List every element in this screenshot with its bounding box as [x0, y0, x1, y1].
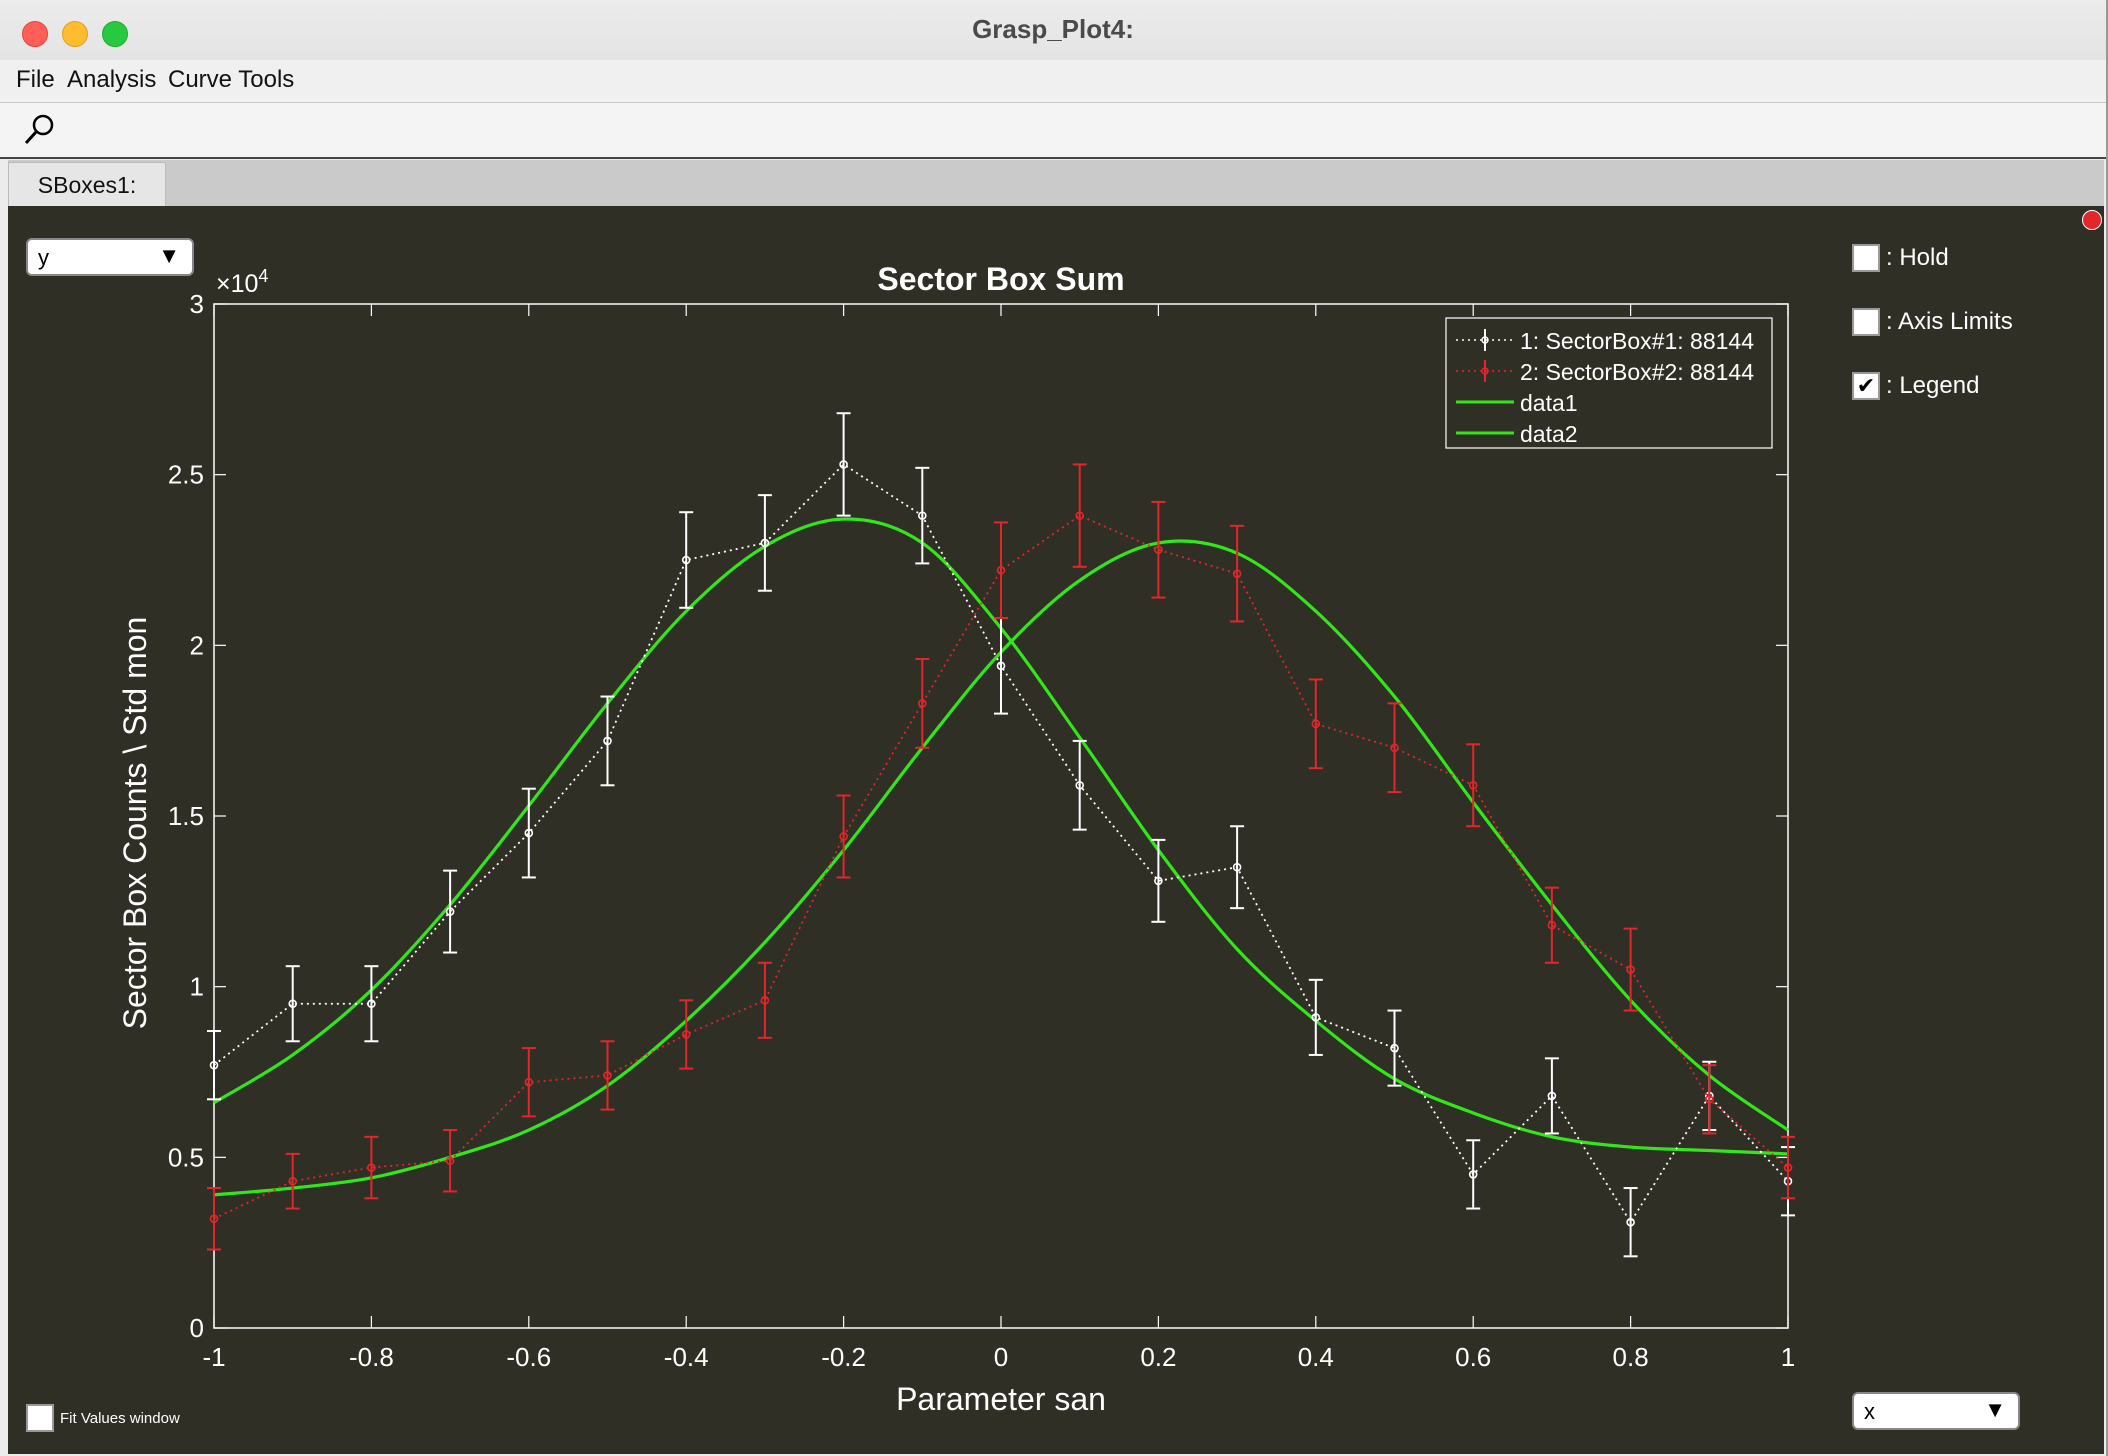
fit-values-checkbox[interactable]	[26, 1404, 54, 1432]
tab-sboxes1[interactable]: SBoxes1:	[8, 162, 166, 207]
menu-curve-tools[interactable]: Curve Tools	[168, 66, 295, 93]
x-axis-select-value: x	[1864, 1399, 1875, 1424]
toolbar	[0, 103, 2106, 159]
axis-limits-label: : Axis Limits	[1886, 308, 2013, 335]
window-title: Grasp_Plot4:	[972, 14, 1134, 44]
tab-strip: SBoxes1:	[8, 160, 2104, 207]
menu-analysis[interactable]: Analysis	[67, 66, 157, 93]
close-window-button[interactable]	[22, 21, 48, 47]
y-axis-select[interactable]: y ▼	[26, 238, 194, 276]
axis-limits-checkbox[interactable]	[1852, 308, 1880, 336]
magnifier-icon[interactable]	[22, 111, 58, 147]
legend-label: : Legend	[1886, 372, 1980, 399]
menu-bar: File Analysis Curve Tools	[0, 60, 2106, 103]
hold-label: : Hold	[1886, 244, 1949, 271]
title-bar: Grasp_Plot4:	[0, 0, 2106, 61]
y-axis-select-value: y	[38, 245, 49, 270]
plot-panel	[8, 206, 2104, 1454]
fit-values-label: Fit Values window	[60, 1410, 180, 1427]
x-axis-select[interactable]: x ▼	[1852, 1392, 2020, 1430]
chevron-down-icon: ▼	[1984, 1397, 2006, 1422]
hold-checkbox[interactable]	[1852, 244, 1880, 272]
maximize-window-button[interactable]	[102, 21, 128, 47]
menu-file[interactable]: File	[16, 66, 55, 93]
check-icon: ✔	[1856, 373, 1876, 398]
minimize-window-button[interactable]	[62, 21, 88, 47]
status-indicator-dot	[2082, 210, 2102, 230]
chevron-down-icon: ▼	[158, 243, 180, 268]
legend-checkbox[interactable]: ✔	[1852, 372, 1880, 400]
